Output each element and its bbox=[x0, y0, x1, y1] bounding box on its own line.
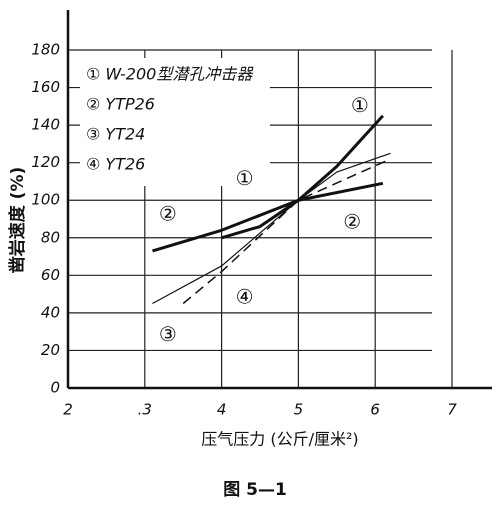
legend-label: ② YTP26 bbox=[86, 95, 155, 114]
caption: 图 5—1 bbox=[223, 480, 287, 500]
annotation: ④ bbox=[236, 284, 254, 308]
annotation: ③ bbox=[159, 322, 177, 346]
legend-label: ① W-200型潜孔冲击器 bbox=[86, 65, 254, 84]
x-tick-label: 2 bbox=[63, 401, 73, 419]
y-tick-label: 0 bbox=[50, 379, 60, 397]
line-series bbox=[182, 158, 391, 305]
line-series bbox=[152, 152, 391, 305]
y-tick-label: 140 bbox=[31, 116, 60, 134]
y-tick-label: 40 bbox=[41, 303, 60, 321]
y-tick-label: 160 bbox=[31, 78, 60, 96]
y-tick-label: 20 bbox=[41, 341, 60, 359]
y-tick-label: 80 bbox=[41, 228, 60, 246]
y-tick-label: 120 bbox=[31, 153, 60, 171]
x-tick-label: .3 bbox=[138, 401, 152, 419]
legend-label: ④ YT26 bbox=[86, 155, 145, 174]
annotation: ② bbox=[159, 202, 177, 226]
annotation: ② bbox=[343, 209, 361, 233]
legend bbox=[80, 58, 270, 186]
x-tick-label: 6 bbox=[370, 401, 380, 419]
y-tick-label: 60 bbox=[41, 266, 60, 284]
x-tick-label: 4 bbox=[217, 401, 227, 419]
annotation: ① bbox=[236, 166, 254, 190]
y-tick-label: 180 bbox=[31, 41, 60, 59]
line-series bbox=[152, 181, 384, 253]
legend-label: ③ YT24 bbox=[86, 125, 145, 144]
annotation: ① bbox=[351, 93, 369, 117]
y-tick-label: 100 bbox=[31, 191, 60, 209]
x-tick-label: 5 bbox=[294, 401, 304, 419]
x-axis-label: 压气压力 (公斤/厘米²) bbox=[201, 430, 358, 449]
x-tick-label: 7 bbox=[447, 401, 457, 419]
y-axis-label: 凿岩速度 (%) bbox=[7, 167, 28, 274]
